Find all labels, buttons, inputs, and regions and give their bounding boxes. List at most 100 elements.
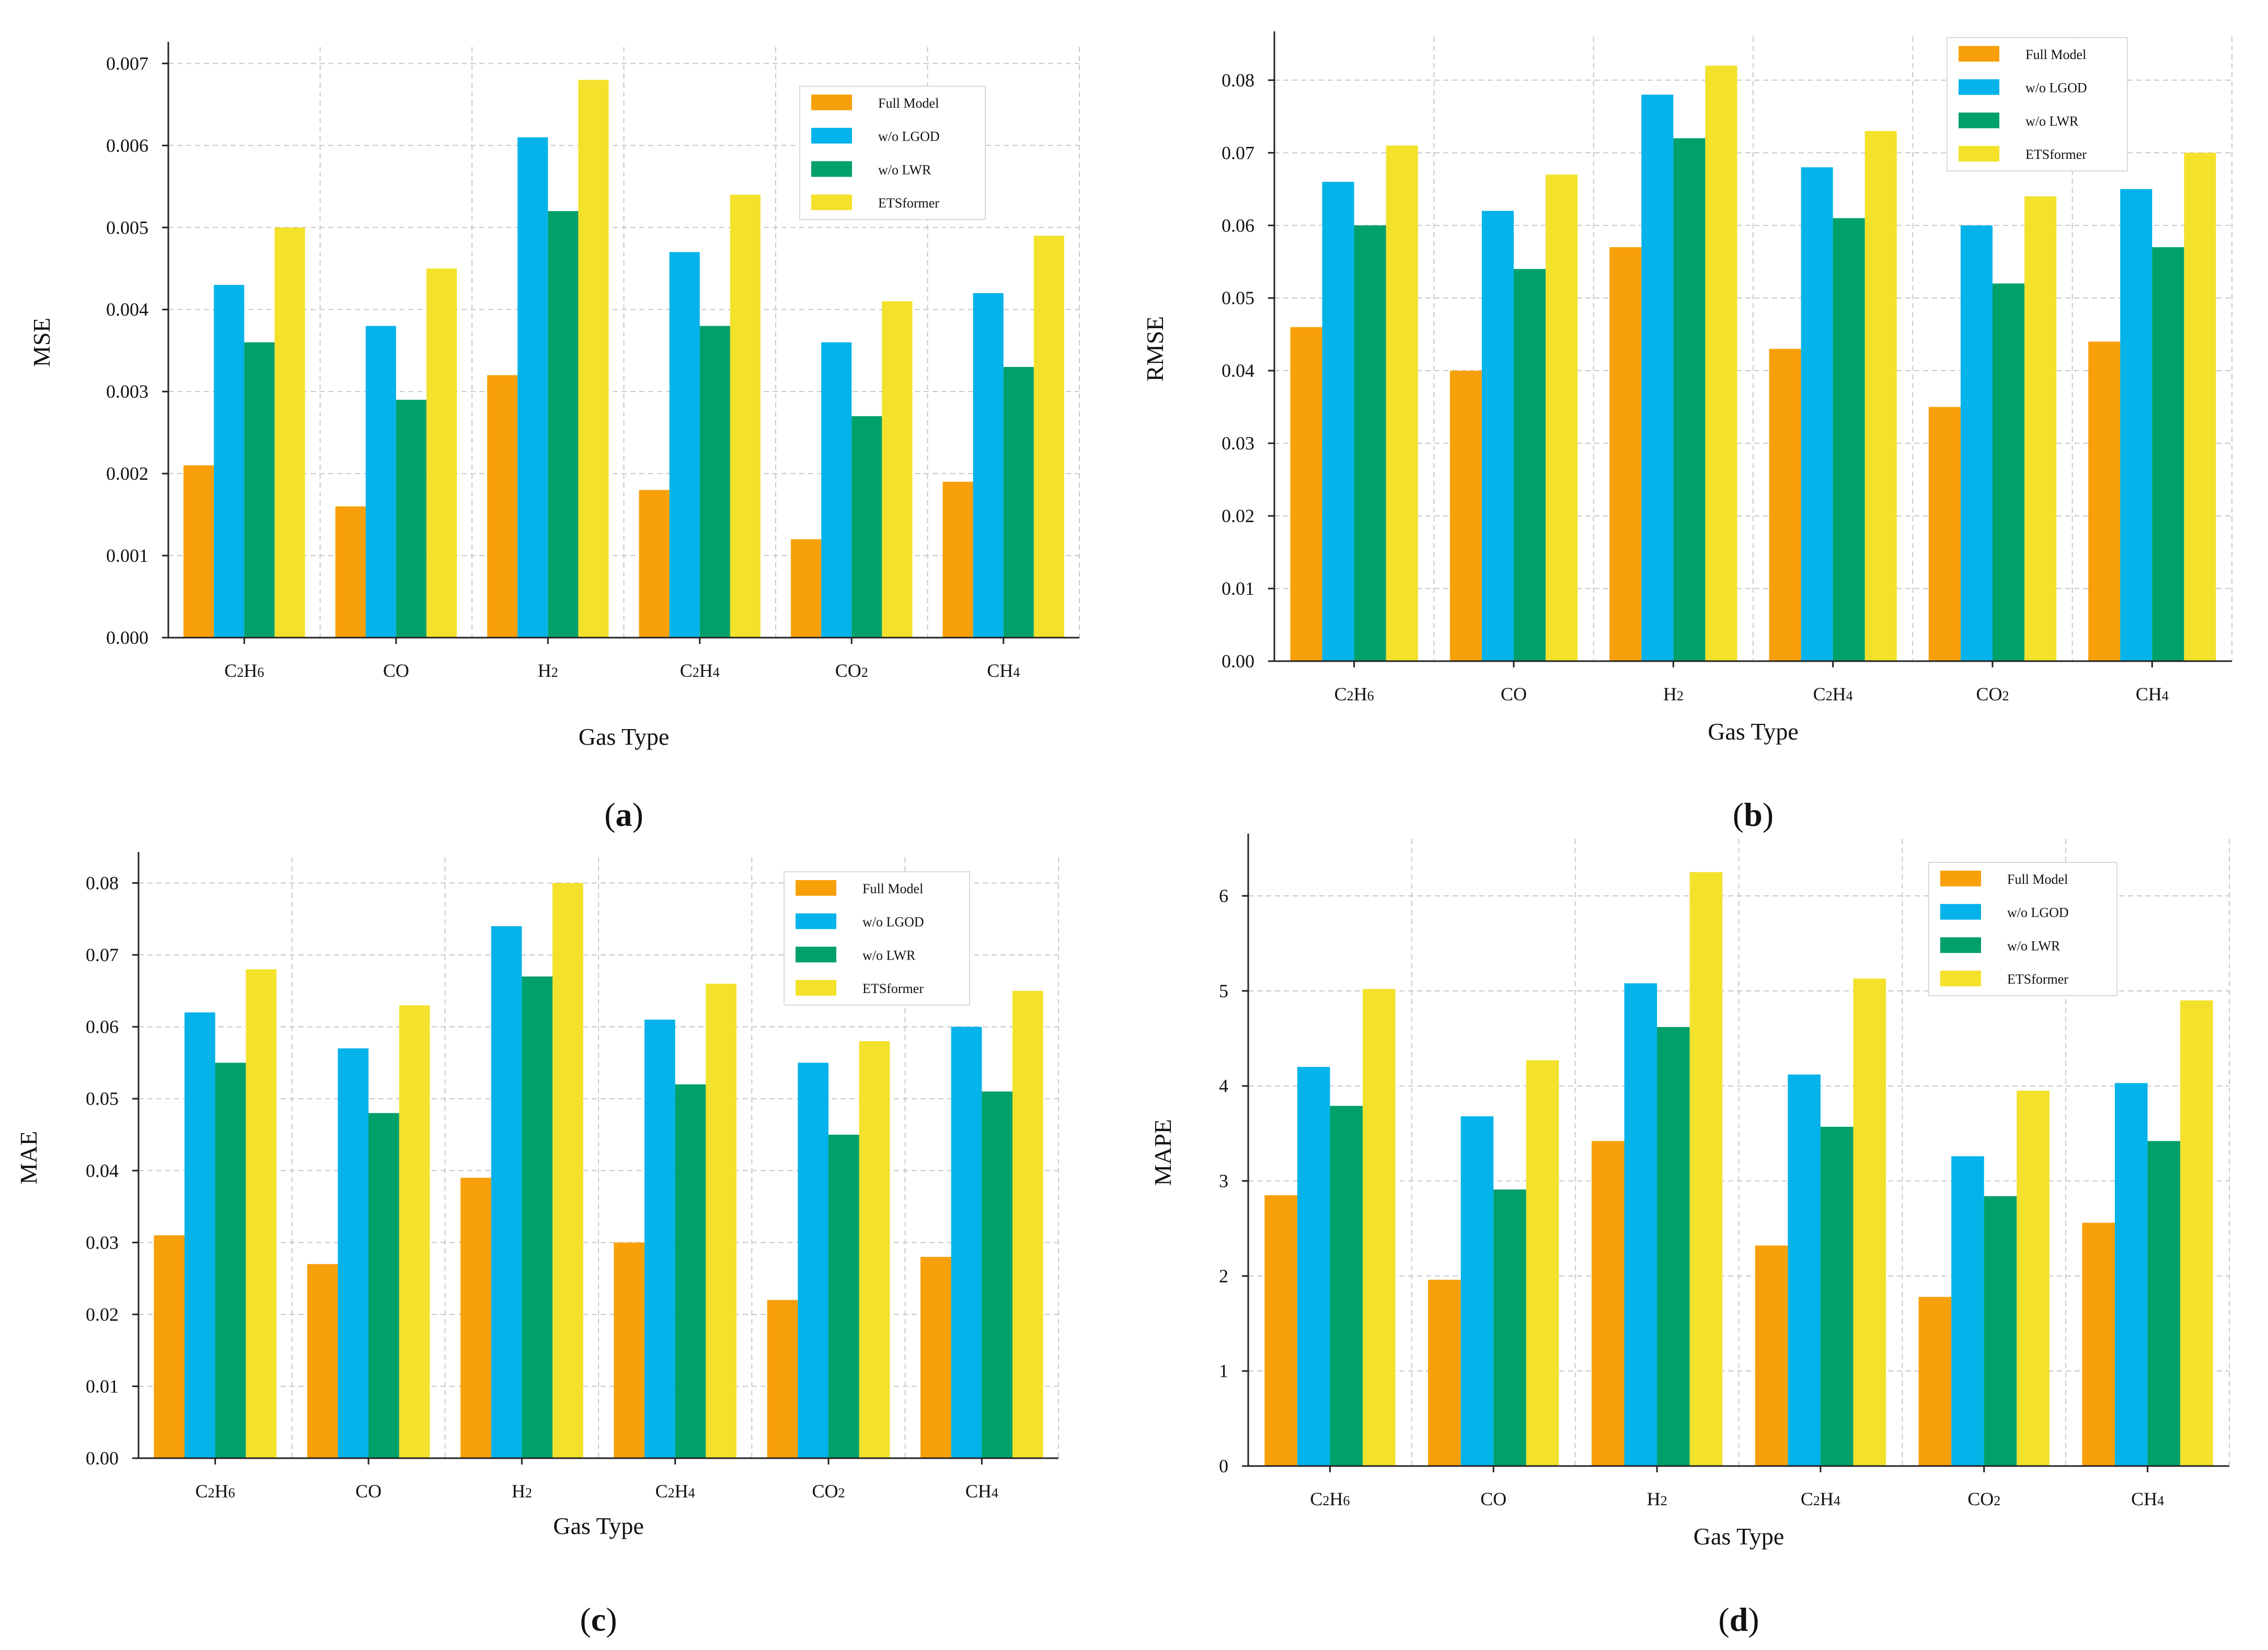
x-tick-label: CO	[383, 660, 409, 681]
bar-etsformer-co	[1546, 175, 1578, 662]
y-tick-label: 0.00	[1222, 651, 1254, 672]
bar-etsformer-co	[1526, 1060, 1559, 1466]
bar-full-model-c2h4	[1755, 1245, 1788, 1466]
bar-full-model-c2h4	[1769, 349, 1801, 661]
bar-etsformer-c2h6	[246, 969, 277, 1458]
y-tick-label: 0.04	[86, 1160, 119, 1181]
bar-etsformer-co2	[2017, 1090, 2050, 1466]
legend-swatch	[1940, 971, 1981, 987]
bar-etsformer-c2h6	[1386, 145, 1418, 661]
bar-etsformer-h2	[578, 79, 609, 638]
legend-label: Full Model	[878, 96, 939, 111]
bar-full-model-c2h6	[1264, 1195, 1297, 1466]
x-tick-label: CH4	[987, 660, 1020, 681]
y-tick-label: 2	[1219, 1265, 1228, 1286]
chart-panel-d: 0 1 2 3 4 5 6 C2H6 CO H2 C2H4 CO2 CH4 Gas Type MAPE (d)…	[1149, 834, 2230, 1638]
bar-w-o-lwr-co2	[1984, 1196, 2017, 1466]
x-tick-label: CO	[1480, 1489, 1506, 1509]
legend-label: w/o LWR	[878, 162, 931, 177]
y-tick-label: 0.08	[86, 873, 119, 894]
bar-w-o-lwr-co	[369, 1113, 399, 1458]
legend-label: w/o LGOD	[2025, 80, 2087, 96]
bar-etsformer-ch4	[2184, 153, 2216, 662]
bar-full-model-ch4	[942, 481, 973, 638]
bars	[1290, 65, 2216, 662]
x-tick-label: CO2	[812, 1481, 845, 1502]
y-tick-label: 5	[1219, 980, 1228, 1001]
y-axis-title: RMSE	[1142, 316, 1168, 382]
bar-full-model-co	[1449, 371, 1482, 661]
bar-w-o-lwr-c2h4	[699, 326, 730, 638]
bar-w-o-lwr-c2h6	[1330, 1105, 1363, 1466]
legend-label: w/o LWR	[2007, 938, 2060, 953]
legend-swatch	[811, 94, 852, 110]
bar-full-model-co	[307, 1264, 338, 1458]
legend-label: w/o LWR	[862, 948, 916, 963]
bar-etsformer-co2	[2024, 196, 2057, 662]
legend-swatch	[1959, 79, 1999, 95]
legend-swatch	[796, 880, 836, 896]
y-tick-label: 0.03	[1222, 433, 1254, 454]
bar-full-model-co	[335, 506, 366, 638]
bar-full-model-ch4	[2082, 1222, 2115, 1466]
bar-w-o-lgod-ch4	[951, 1026, 982, 1458]
x-tick-label: H2	[1647, 1489, 1667, 1509]
bar-w-o-lgod-co2	[1960, 225, 1993, 662]
y-tick-label: 0.07	[1222, 142, 1254, 163]
bar-etsformer-ch4	[2180, 1000, 2213, 1466]
x-tick-label: H2	[1663, 684, 1684, 705]
x-tick-label: CH4	[2131, 1489, 2164, 1509]
bar-full-model-ch4	[2088, 341, 2121, 661]
bar-etsformer-co	[426, 268, 457, 638]
legend-label: ETSformer	[2025, 147, 2087, 162]
y-tick-label: 1	[1219, 1360, 1228, 1381]
bar-w-o-lwr-ch4	[1003, 367, 1034, 638]
legend-label: ETSformer	[2007, 972, 2068, 987]
legend-label: ETSformer	[862, 981, 924, 996]
x-axis-title: Gas Type	[579, 723, 670, 750]
bar-full-model-c2h4	[639, 490, 670, 638]
legend-swatch	[1959, 45, 1999, 62]
bar-etsformer-c2h6	[1362, 989, 1396, 1466]
chart-panel-a: 0.000 0.001 0.002 0.003 0.004 0.005 0.006 0.007…	[28, 42, 1080, 833]
bar-etsformer-co	[399, 1005, 430, 1458]
bar-w-o-lgod-co2	[798, 1063, 828, 1458]
y-tick-label: 6	[1219, 885, 1228, 906]
bar-etsformer-c2h4	[706, 984, 736, 1458]
y-tick-label: 0.00	[86, 1448, 119, 1469]
y-tick-label: 0.06	[86, 1017, 119, 1037]
bar-w-o-lwr-co2	[1993, 283, 2025, 661]
bar-w-o-lgod-c2h4	[1801, 167, 1833, 661]
bar-w-o-lgod-ch4	[2120, 189, 2152, 661]
bar-full-model-c2h6	[1290, 327, 1322, 661]
bar-w-o-lgod-h2	[491, 926, 522, 1458]
legend-swatch	[1959, 112, 1999, 129]
bar-full-model-c2h6	[154, 1235, 185, 1458]
legend-label: Full Model	[2025, 47, 2086, 62]
y-tick-label: 0.04	[1222, 360, 1254, 381]
y-tick-label: 0	[1219, 1456, 1228, 1476]
bars	[1264, 872, 2213, 1466]
bar-w-o-lwr-co	[396, 399, 427, 638]
bar-etsformer-co2	[859, 1041, 890, 1458]
bar-w-o-lwr-c2h6	[215, 1063, 246, 1458]
y-tick-label: 0.006	[106, 135, 148, 156]
y-tick-label: 0.004	[106, 299, 148, 320]
bar-w-o-lwr-co	[1493, 1189, 1526, 1466]
bar-full-model-co	[1428, 1279, 1461, 1466]
bar-w-o-lgod-c2h4	[669, 252, 700, 638]
bar-full-model-h2	[487, 375, 518, 638]
legend: Full Model w/o LGOD w/o LWR ETSformer	[1928, 862, 2117, 996]
legend: Full Model w/o LGOD w/o LWR ETSformer	[1947, 37, 2128, 171]
legend-swatch	[1940, 904, 1981, 920]
panel-label: (b)	[1733, 796, 1774, 833]
x-tick-label: C2H4	[680, 660, 720, 681]
bar-w-o-lgod-h2	[1641, 95, 1674, 661]
bar-full-model-h2	[1591, 1141, 1625, 1466]
bar-etsformer-c2h4	[730, 194, 761, 638]
x-tick-label: C2H4	[1801, 1489, 1840, 1509]
x-tick-label: C2H4	[1813, 684, 1853, 705]
bar-w-o-lgod-co	[1481, 211, 1514, 661]
legend-label: Full Model	[2007, 872, 2068, 887]
